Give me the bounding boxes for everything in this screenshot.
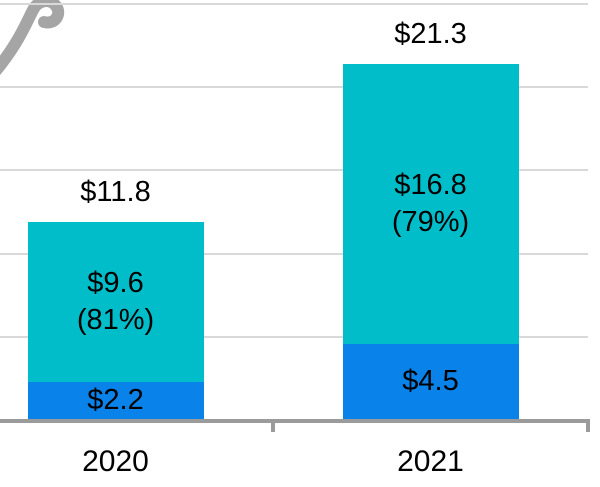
gridline bbox=[0, 2, 588, 5]
x-axis-line bbox=[0, 418, 590, 423]
bar-segment-value-label: $2.2 bbox=[87, 384, 144, 417]
bar-segment-value-label: $4.5 bbox=[402, 364, 459, 397]
x-axis-category-label: 2021 bbox=[397, 445, 464, 478]
bar-total-label: $11.8 bbox=[80, 176, 151, 209]
gridline bbox=[0, 336, 588, 339]
gridline bbox=[0, 85, 588, 88]
x-axis-category-label: 2020 bbox=[82, 445, 149, 478]
x-axis-tick bbox=[271, 418, 275, 432]
bar-segment-2020-teal-top-segment: $9.6 (81%) bbox=[27, 222, 204, 383]
watermark-glyph-icon bbox=[0, 0, 65, 76]
bar-total-label: $21.3 bbox=[394, 17, 467, 50]
gridline bbox=[0, 252, 588, 255]
gridline bbox=[0, 169, 588, 172]
x-axis-tick bbox=[586, 418, 590, 432]
bar-segment-2020-blue-bottom-segment: $2.2 bbox=[27, 382, 204, 419]
bar-segment-2021-blue-bottom-segment: $4.5 bbox=[342, 343, 519, 419]
bar-segment-value-label: (81%) bbox=[76, 304, 155, 337]
bar-segment-value-label: (79%) bbox=[391, 205, 470, 238]
bar-segment-value-label: $16.8 bbox=[394, 168, 467, 201]
bar-segment-value-label: $9.6 bbox=[87, 267, 144, 300]
bar-segment-2021-teal-top-segment: $16.8 (79%) bbox=[342, 63, 519, 344]
